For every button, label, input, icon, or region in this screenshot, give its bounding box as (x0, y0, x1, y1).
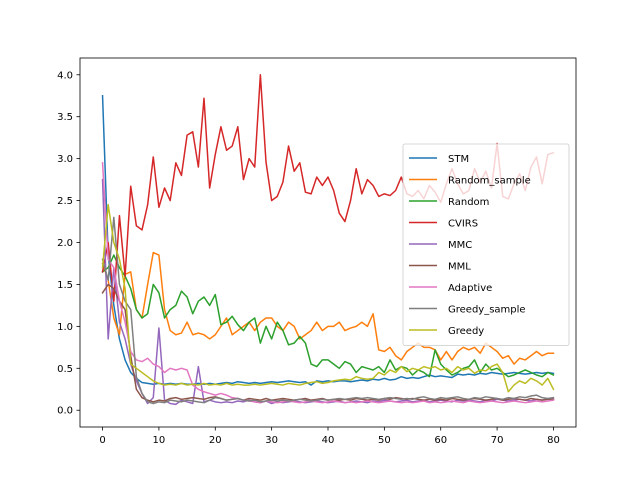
series-line-random (101, 254, 555, 378)
y-tick-label: 2.0 (57, 238, 73, 249)
series-line-adaptive (101, 162, 555, 404)
series-layer (101, 74, 555, 406)
x-tick-label: 60 (434, 435, 447, 446)
y-tick-label: 1.5 (57, 280, 73, 291)
legend-label-adaptive: Adaptive (448, 283, 492, 294)
y-axis: 0.0 0.5 1.0 1.5 2.0 2.5 3.0 3.5 4.0 (57, 70, 80, 417)
x-axis: 0 10 20 30 40 50 60 70 80 (99, 427, 560, 446)
x-tick-label: 80 (547, 435, 560, 446)
series-line-greedy-sample (101, 216, 555, 405)
legend-box (402, 143, 570, 346)
series-line-mmc (101, 178, 555, 406)
x-tick-label: 50 (378, 435, 391, 446)
legend-label-cvirs: CVIRS (448, 219, 478, 230)
x-tick-label: 30 (265, 435, 278, 446)
y-tick-label: 3.0 (57, 154, 73, 165)
legend: STM Random_sample Random CVIRS MMC MML Adaptiv… (402, 143, 570, 346)
legend-label-greedy: Greedy (448, 326, 484, 337)
x-tick-label: 10 (153, 435, 166, 446)
series-line-random-sample (101, 251, 555, 365)
y-tick-label: 0.0 (57, 406, 73, 417)
legend-label-stm: STM (448, 154, 469, 165)
x-tick-label: 70 (491, 435, 504, 446)
x-tick-label: 0 (99, 435, 105, 446)
y-tick-label: 4.0 (57, 70, 73, 81)
y-tick-label: 2.5 (57, 196, 73, 207)
legend-label-random-sample: Random_sample (448, 176, 531, 187)
x-tick-label: 20 (209, 435, 222, 446)
y-tick-label: 0.5 (57, 364, 73, 375)
y-tick-label: 3.5 (57, 112, 73, 123)
legend-label-random: Random (448, 197, 489, 208)
legend-label-mmc: MMC (448, 240, 472, 251)
series-line-greedy (101, 204, 555, 393)
x-tick-label: 40 (322, 435, 335, 446)
legend-label-mml: MML (448, 262, 471, 273)
y-tick-label: 1.0 (57, 322, 73, 333)
legend-label-greedy-sample: Greedy_sample (448, 305, 526, 316)
